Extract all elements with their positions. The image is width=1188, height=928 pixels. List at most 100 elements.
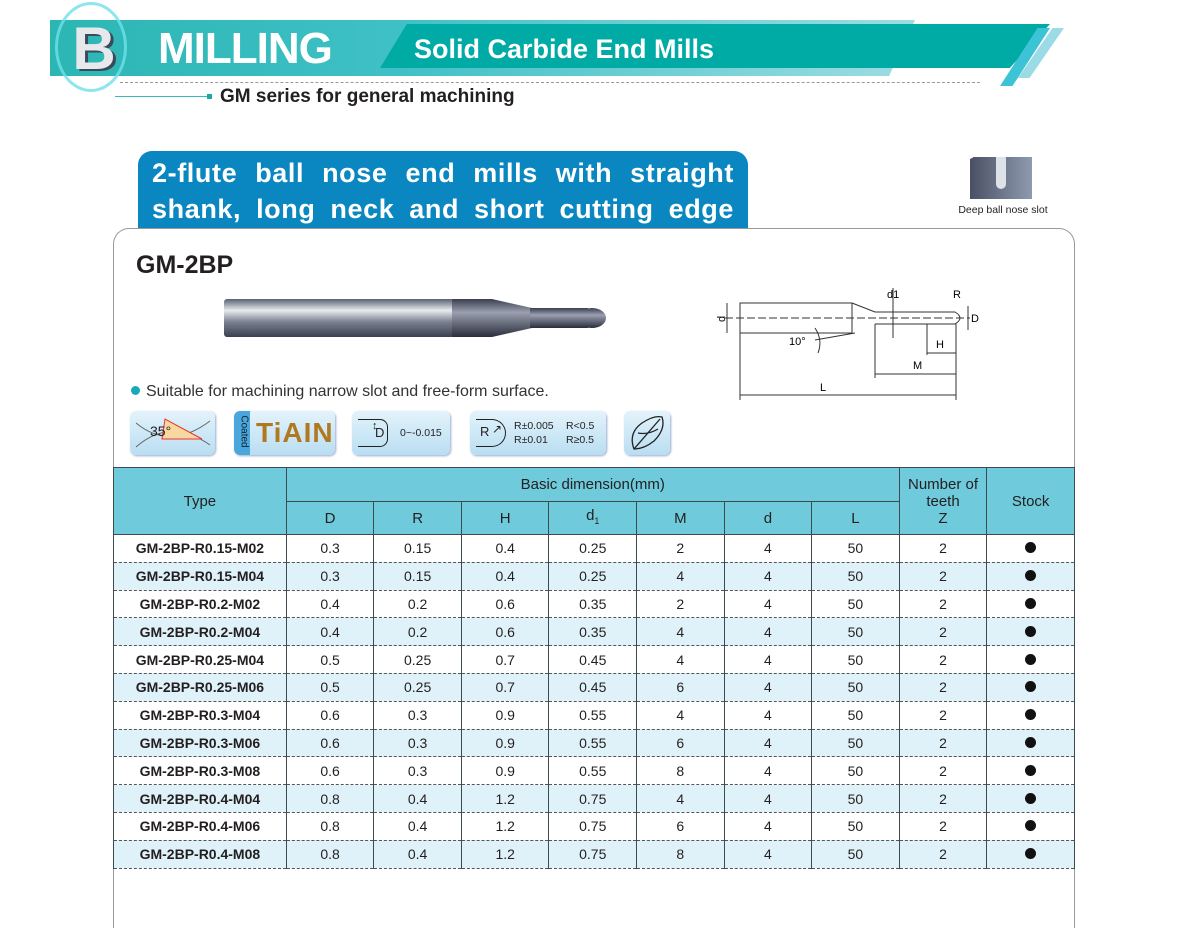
cell-r: 0.25	[373, 673, 462, 702]
ball-nose-badge	[624, 411, 670, 455]
in-stock-icon	[1025, 736, 1037, 748]
cell-stock	[986, 701, 1075, 730]
series-connector	[115, 96, 210, 97]
cell-l: 50	[811, 590, 900, 619]
spec-table: Type Basic dimension(mm) Number of teeth…	[113, 467, 1075, 869]
cell-d: 0.8	[285, 812, 375, 841]
radius-tolerance-badge: R ↗ R±0.005 R<0.5 R±0.01 R≥0.5	[470, 411, 606, 455]
in-stock-icon	[1025, 570, 1037, 582]
cell-l: 50	[811, 812, 900, 841]
coated-label: Coated	[238, 415, 250, 448]
column-header-d1: d1	[548, 501, 638, 535]
cell-l: 50	[811, 562, 900, 591]
category-subtitle: Solid Carbide End Mills	[414, 34, 715, 64]
cell-r: 0.4	[373, 784, 462, 813]
column-header-m: M	[636, 501, 725, 535]
cell-l: 50	[811, 645, 900, 674]
table-row: GM-2BP-R0.2-M04 0.4 0.2 0.6 0.35 4 4 50 2	[113, 617, 1075, 647]
cell-d1: 0.25	[548, 562, 638, 591]
cell-l: 50	[811, 756, 900, 786]
cell-d: 4	[723, 812, 813, 841]
cell-l: 50	[811, 840, 900, 869]
cell-d: 4	[723, 590, 813, 619]
cell-m: 6	[636, 729, 725, 758]
cell-m: 4	[636, 562, 725, 591]
table-row: GM-2BP-R0.2-M02 0.4 0.2 0.6 0.35 2 4 50 2	[113, 590, 1075, 619]
cell-z: 2	[898, 562, 988, 591]
cell-r: 0.25	[373, 645, 462, 674]
table-row: GM-2BP-R0.3-M08 0.6 0.3 0.9 0.55 8 4 50 2	[113, 756, 1075, 786]
table-row: GM-2BP-R0.4-M08 0.8 0.4 1.2 0.75 8 4 50 2	[113, 840, 1075, 869]
cell-r: 0.3	[373, 756, 462, 786]
cell-stock	[986, 645, 1075, 674]
cell-r: 0.3	[373, 729, 462, 758]
header-subtitle-band	[380, 24, 1050, 68]
cell-d: 4	[723, 534, 813, 563]
cell-r: 0.2	[373, 617, 462, 647]
slot-groove	[996, 157, 1006, 189]
cell-stock	[986, 534, 1075, 563]
cell-h: 1.2	[460, 812, 550, 841]
cell-d: 0.5	[285, 645, 375, 674]
cell-d: 0.6	[285, 756, 375, 786]
product-description: 2-flute ball nose end mills with straigh…	[138, 151, 748, 229]
cell-l: 50	[811, 701, 900, 730]
type-header: Type	[113, 467, 287, 535]
cell-stock	[986, 756, 1075, 786]
cell-z: 2	[898, 812, 988, 841]
ball-nose-flute-icon	[631, 415, 664, 450]
cell-d: 0.3	[285, 534, 375, 563]
description-line-2: shank, long neck and short cutting edge	[152, 194, 734, 224]
cell-d: 4	[723, 701, 813, 730]
cell-m: 6	[636, 812, 725, 841]
cell-z: 2	[898, 729, 988, 758]
r-condition-2: R≥0.5	[566, 434, 594, 446]
cell-type: GM-2BP-R0.3-M08	[113, 756, 287, 786]
dimension-group-header: Basic dimension(mm)	[285, 467, 900, 502]
coating-name: TiAIN	[256, 417, 334, 448]
cell-type: GM-2BP-R0.25-M06	[113, 673, 287, 702]
series-title: GM series for general machining	[220, 86, 515, 107]
r-tolerance-2: R±0.01	[514, 434, 548, 446]
column-header-d: D	[285, 501, 375, 535]
d-tolerance: 0~-0.015	[400, 427, 442, 439]
table-row: GM-2BP-R0.3-M06 0.6 0.3 0.9 0.55 6 4 50 2	[113, 729, 1075, 758]
cell-d1: 0.75	[548, 784, 638, 813]
cell-d: 4	[723, 840, 813, 869]
cell-d1: 0.55	[548, 756, 638, 786]
application-label: Deep ball nose slot	[958, 204, 1048, 216]
r-tolerance-1: R±0.005	[514, 420, 554, 432]
table-row: GM-2BP-R0.15-M02 0.3 0.15 0.4 0.25 2 4 50 2	[113, 534, 1075, 563]
table-row: GM-2BP-R0.4-M06 0.8 0.4 1.2 0.75 6 4 50 2	[113, 812, 1075, 841]
cell-d: 4	[723, 673, 813, 702]
in-stock-icon	[1025, 625, 1037, 637]
cell-h: 0.7	[460, 645, 550, 674]
coating-badge: Coated TiAIN	[234, 411, 335, 455]
cell-stock	[986, 590, 1075, 619]
r-condition-1: R<0.5	[566, 420, 595, 432]
cell-stock	[986, 840, 1075, 869]
cell-h: 0.6	[460, 590, 550, 619]
bullet-icon	[131, 386, 140, 395]
column-header-d: d	[723, 501, 813, 535]
cell-d: 4	[723, 617, 813, 647]
cell-h: 1.2	[460, 840, 550, 869]
cell-m: 6	[636, 673, 725, 702]
cell-z: 2	[898, 617, 988, 647]
cell-h: 1.2	[460, 784, 550, 813]
column-header-l: L	[811, 501, 900, 535]
cell-l: 50	[811, 534, 900, 563]
cell-z: 2	[898, 840, 988, 869]
cell-d1: 0.55	[548, 701, 638, 730]
cell-m: 4	[636, 617, 725, 647]
teeth-header: Number of teeth Z	[898, 467, 988, 535]
cell-d: 0.4	[285, 590, 375, 619]
cell-d1: 0.45	[548, 645, 638, 674]
table-row: GM-2BP-R0.25-M04 0.5 0.25 0.7 0.45 4 4 50 2	[113, 645, 1075, 674]
column-header-h: H	[460, 501, 550, 535]
teeth-header-line: Z	[938, 509, 948, 527]
cell-h: 0.4	[460, 562, 550, 591]
column-header-r: R	[373, 501, 462, 535]
d1-label: d1	[887, 289, 899, 301]
cell-h: 0.7	[460, 673, 550, 702]
